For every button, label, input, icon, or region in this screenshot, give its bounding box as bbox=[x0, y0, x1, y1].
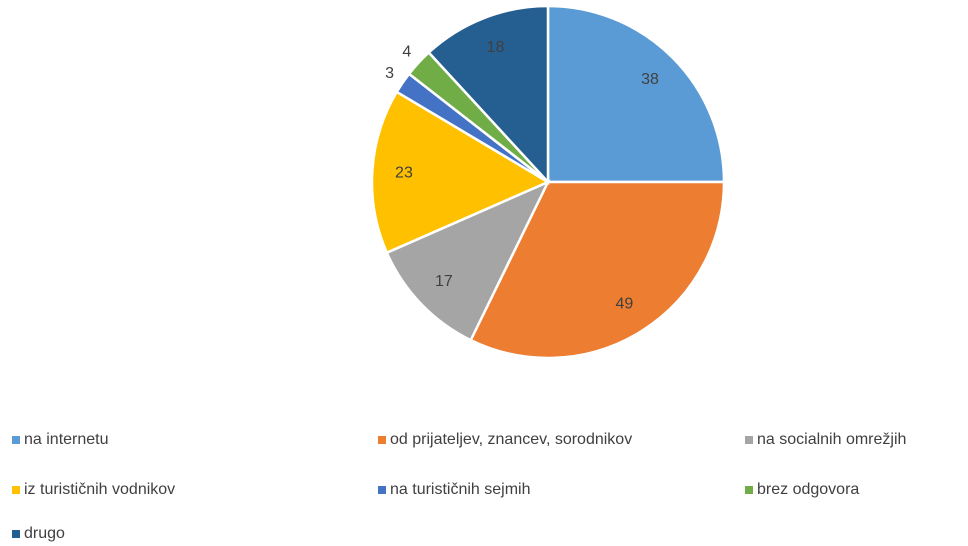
pie-slice bbox=[546, 4, 726, 184]
data-label: 49 bbox=[616, 296, 634, 313]
legend-swatch bbox=[12, 530, 20, 538]
legend-swatch bbox=[12, 486, 20, 494]
legend-label: od prijateljev, znancev, sorodnikov bbox=[390, 431, 632, 448]
data-label: 38 bbox=[641, 71, 659, 88]
legend-swatch bbox=[378, 436, 386, 444]
data-label: 4 bbox=[402, 43, 411, 60]
legend-label: na internetu bbox=[24, 431, 109, 448]
pie-slice bbox=[427, 4, 550, 186]
pie-slice bbox=[385, 179, 551, 342]
pie-slice bbox=[370, 90, 551, 255]
legend-swatch bbox=[745, 436, 753, 444]
pie-slice bbox=[469, 180, 726, 360]
legend-swatch bbox=[12, 436, 20, 444]
legend-label: na turističnih sejmih bbox=[390, 481, 531, 498]
data-label: 3 bbox=[385, 65, 394, 82]
legend-swatch bbox=[745, 486, 753, 494]
legend-label: brez odgovora bbox=[757, 481, 859, 498]
data-label: 23 bbox=[395, 164, 413, 181]
legend-label: na socialnih omrežjih bbox=[757, 431, 906, 448]
legend-label: drugo bbox=[24, 525, 65, 542]
legend-swatch bbox=[378, 486, 386, 494]
legend-label: iz turističnih vodnikov bbox=[24, 481, 175, 498]
data-label: 17 bbox=[435, 273, 453, 290]
data-label: 18 bbox=[487, 39, 505, 56]
